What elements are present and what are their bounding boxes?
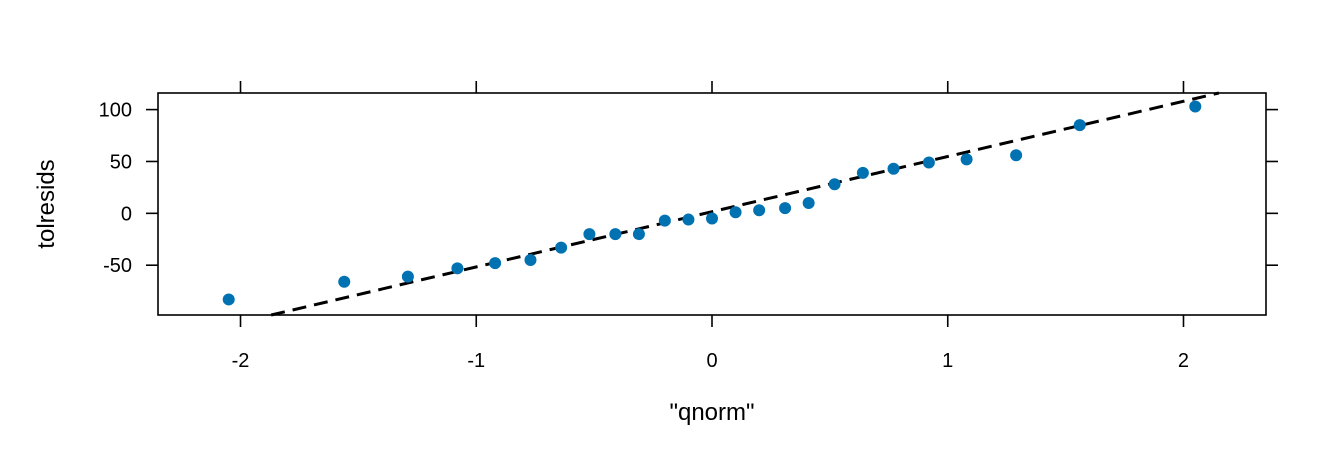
- x-tick-label: -2: [232, 350, 250, 372]
- data-point: [583, 228, 596, 241]
- x-tick-label: 1: [942, 350, 953, 372]
- data-point: [451, 262, 464, 275]
- data-point: [1073, 119, 1086, 132]
- x-tick-label: 2: [1178, 350, 1189, 372]
- data-point: [753, 204, 766, 217]
- data-point: [524, 254, 537, 267]
- data-point: [729, 206, 742, 219]
- reference-line: [270, 91, 1220, 317]
- data-point: [338, 275, 351, 288]
- data-point: [658, 214, 671, 227]
- data-point: [802, 196, 815, 209]
- data-point: [1010, 149, 1023, 162]
- data-point: [682, 213, 695, 226]
- data-point: [960, 153, 973, 166]
- data-point: [856, 166, 869, 179]
- y-tick-label: -50: [103, 255, 132, 277]
- data-point: [706, 212, 718, 225]
- data-point: [632, 228, 645, 241]
- y-axis: -50 0 50 100: [99, 100, 1278, 277]
- data-point: [555, 241, 568, 254]
- data-point: [887, 162, 900, 175]
- x-axis: -2 -1 0 1 2: [232, 81, 1189, 372]
- y-tick-label: 50: [110, 151, 132, 173]
- data-point: [1189, 100, 1202, 113]
- data-point: [222, 293, 235, 306]
- data-point: [401, 270, 414, 283]
- y-axis-title: tolresids: [33, 159, 60, 248]
- y-tick-label: 100: [99, 100, 132, 122]
- x-tick-label: -1: [467, 350, 485, 372]
- reference-line-layer: [270, 91, 1220, 317]
- data-point: [779, 202, 792, 215]
- data-point: [489, 257, 502, 270]
- data-point: [828, 178, 841, 191]
- y-tick-label: 0: [121, 203, 132, 225]
- points-layer: [222, 100, 1202, 306]
- data-point: [609, 228, 622, 241]
- data-point: [922, 156, 935, 169]
- x-axis-title: "qnorm": [669, 399, 754, 426]
- x-tick-label: 0: [706, 350, 717, 372]
- plot-panel-border: [157, 92, 1267, 316]
